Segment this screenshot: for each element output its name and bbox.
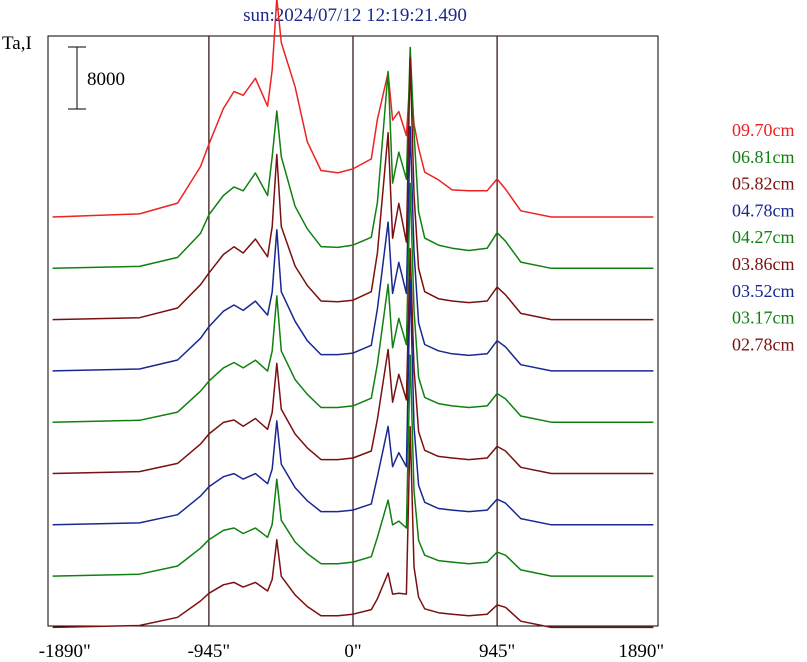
series-line-09.70cm: [52, 0, 654, 218]
legend: 09.70cm 06.81cm 05.82cm 04.78cm 04.27cm 03.86…: [732, 120, 795, 354]
series-line-04.78cm: [52, 126, 654, 372]
legend-entry-05.82cm: 05.82cm: [732, 174, 795, 194]
series-line-05.82cm: [52, 56, 654, 321]
legend-entry-03.86cm: 03.86cm: [732, 254, 795, 274]
x-tick-label-1: -945": [188, 641, 231, 662]
x-tick-labels: -1890" -945" 0" 945" 1890": [39, 641, 664, 662]
legend-entry-09.70cm: 09.70cm: [732, 120, 795, 140]
legend-entry-02.78cm: 02.78cm: [732, 334, 795, 354]
x-tick-label-2: 0": [344, 641, 361, 662]
legend-entry-03.52cm: 03.52cm: [732, 281, 795, 301]
series-line-02.78cm: [52, 425, 654, 629]
legend-entry-06.81cm: 06.81cm: [732, 147, 795, 167]
vertical-lines: [208, 36, 498, 626]
series-line-06.81cm: [52, 46, 654, 270]
series-line-03.86cm: [52, 248, 654, 475]
scale-bar-label: 8000: [87, 69, 125, 90]
legend-entry-04.27cm: 04.27cm: [732, 227, 795, 247]
x-tick-label-0: -1890": [39, 641, 91, 662]
legend-entry-03.17cm: 03.17cm: [732, 308, 795, 328]
x-tick-label-4: 1890": [618, 641, 664, 662]
series-line-03.52cm: [52, 279, 654, 526]
series-layer: [52, 0, 654, 629]
title-text: sun:2024/07/12 12:19:21.490: [243, 5, 467, 26]
chart-title: sun:2024/07/12 12:19:21.490: [243, 5, 467, 26]
series-line-03.17cm: [52, 354, 654, 577]
legend-entry-04.78cm: 04.78cm: [732, 200, 795, 220]
scale-bar: 8000: [68, 46, 125, 110]
x-tick-label-3: 945": [479, 641, 515, 662]
series-line-04.27cm: [52, 182, 654, 423]
y-axis-label: Ta,I: [2, 33, 32, 54]
